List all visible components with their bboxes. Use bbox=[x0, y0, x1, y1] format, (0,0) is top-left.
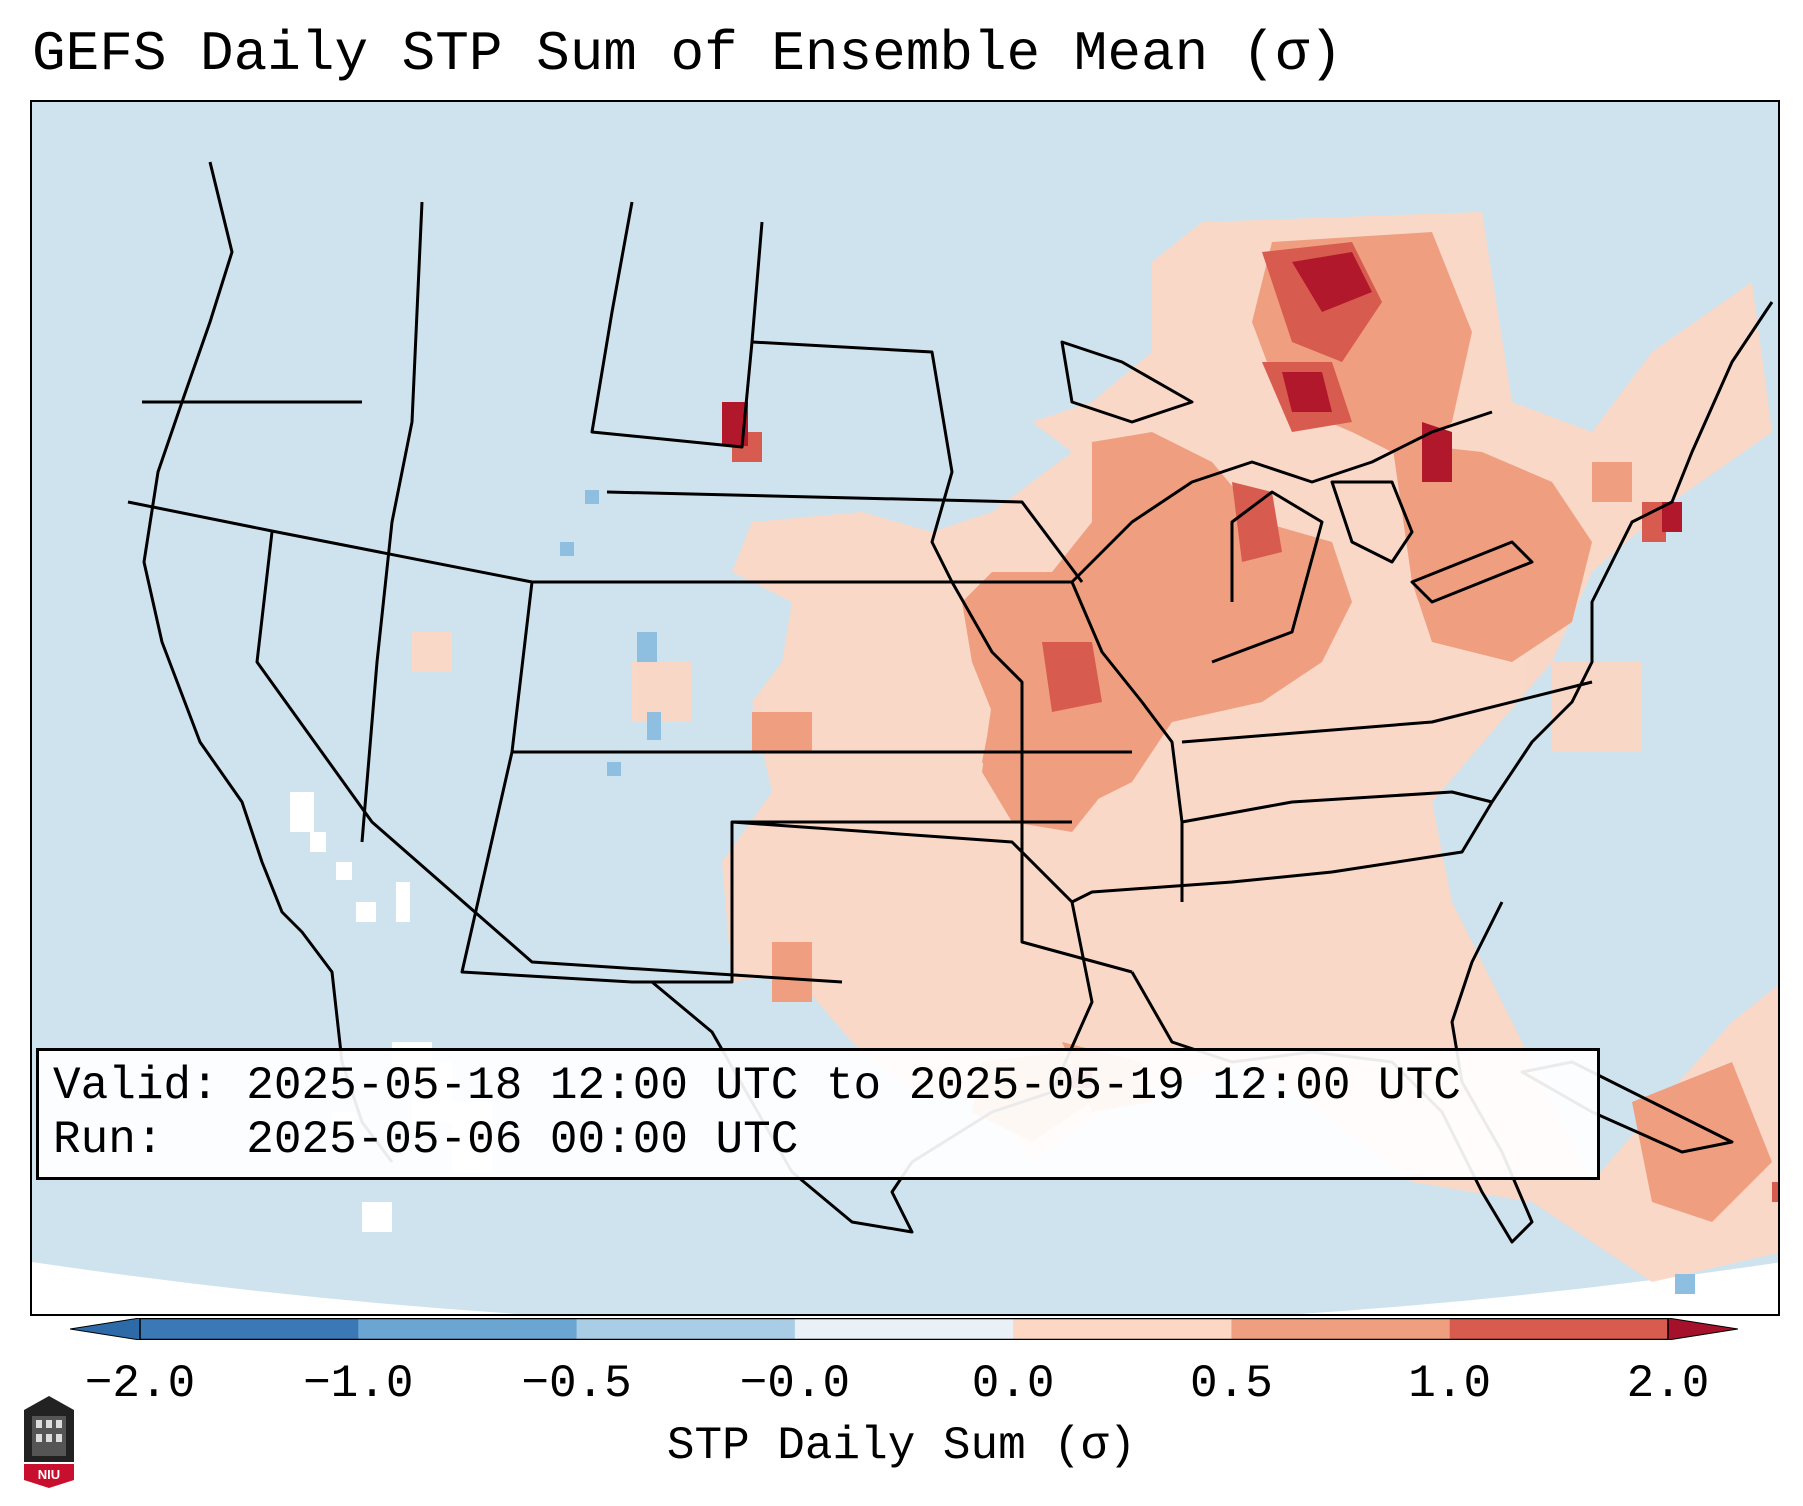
great-lakes-south bbox=[1070, 410, 1493, 584]
valid-run-info-box: Valid: 2025-05-18 12:00 UTC to 2025-05-1… bbox=[36, 1048, 1600, 1180]
east-coast bbox=[1071, 301, 1774, 904]
northern-borders bbox=[127, 400, 1072, 584]
valid-value: 2025-05-18 12:00 UTC to 2025-05-19 12:00… bbox=[246, 1060, 1461, 1112]
plains-border bbox=[751, 340, 1133, 974]
colorbar-extend-high bbox=[1667, 1318, 1738, 1340]
colorbar-segment bbox=[1449, 1318, 1669, 1340]
southwest-borders bbox=[255, 531, 843, 984]
colorbar-tick-label: −0.5 bbox=[521, 1358, 632, 1410]
colorbar-segment bbox=[1231, 1318, 1451, 1340]
colorbar-extend-low bbox=[70, 1318, 141, 1340]
montana-wyoming bbox=[590, 201, 764, 449]
ohio-line bbox=[1181, 680, 1593, 744]
run-label: Run: bbox=[53, 1114, 164, 1166]
colorbar-segment bbox=[358, 1318, 578, 1340]
niu-logo-text: NIU bbox=[38, 1467, 60, 1482]
colorbar-tick-label: 0.5 bbox=[1190, 1358, 1273, 1410]
colorbar-tick-label: −2.0 bbox=[84, 1358, 196, 1410]
colorbar-tick-label: 2.0 bbox=[1626, 1358, 1710, 1410]
four-corners bbox=[460, 581, 1072, 984]
valid-label: Valid: bbox=[53, 1060, 219, 1112]
colorbar-tick-label: −1.0 bbox=[303, 1358, 414, 1410]
colorbar-segment bbox=[140, 1318, 359, 1340]
tennessee-line bbox=[1181, 790, 1493, 824]
run-line: Run: 2025-05-06 00:00 UTC bbox=[53, 1113, 1583, 1167]
anomaly-very-strong bbox=[722, 252, 1682, 1088]
colorbar-segment bbox=[794, 1318, 1014, 1340]
colorbar bbox=[70, 1318, 1738, 1340]
lake-huron bbox=[1330, 480, 1414, 564]
lake-erie bbox=[1410, 540, 1534, 604]
colorbar-tick-label: −0.0 bbox=[739, 1358, 851, 1410]
map-title: GEFS Daily STP Sum of Ensemble Mean (σ) bbox=[32, 22, 1343, 86]
colorbar-segment bbox=[1013, 1318, 1232, 1340]
lake-superior bbox=[1060, 340, 1194, 424]
colorbar-tick-label: 0.0 bbox=[971, 1358, 1055, 1410]
niu-logo: NIU bbox=[24, 1396, 74, 1488]
colorbar-segment bbox=[576, 1318, 796, 1340]
midwest-border bbox=[1070, 581, 1184, 902]
lake-michigan bbox=[1211, 490, 1324, 664]
colorbar-border bbox=[139, 1318, 1669, 1340]
mountain-border bbox=[360, 201, 424, 843]
colorbar-label: STP Daily Sum (σ) bbox=[666, 1420, 1137, 1472]
west-coast bbox=[142, 161, 394, 1163]
valid-line: Valid: 2025-05-18 12:00 UTC to 2025-05-1… bbox=[53, 1059, 1583, 1113]
colorbar-tick-label: 1.0 bbox=[1408, 1358, 1492, 1410]
plains-interior bbox=[512, 490, 1132, 754]
run-value: 2025-05-06 00:00 UTC bbox=[246, 1114, 799, 1166]
anomaly-negative bbox=[560, 490, 1695, 1294]
